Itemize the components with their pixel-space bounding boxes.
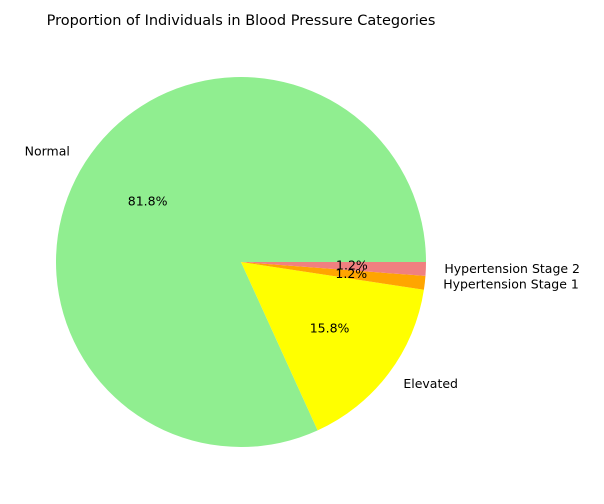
slice-label-elevated: Elevated [403,376,458,391]
slice-label-normal: Normal [25,143,70,158]
pie-labels: Normal 81.8% Elevated 15.8% Hypertension Sta… [25,143,580,391]
pie-slice-elevated [241,262,424,431]
pie-slices [56,77,426,447]
slice-label-hypertension-stage-2: Hypertension Stage 2 [444,261,580,276]
pct-label-elevated: 15.8% [310,320,350,335]
pct-label-normal: 81.8% [128,193,168,208]
pct-label-hypertension-stage-1: 1.2% [335,266,367,281]
pct-label-hypertension-stage-2: 1.2% [336,258,368,273]
slice-label-hypertension-stage-1: Hypertension Stage 1 [443,276,579,291]
pie-slice-hypertension-stage-1 [241,262,426,290]
chart-title: Proportion of Individuals in Blood Press… [47,13,436,29]
pie-slice-hypertension-stage-2 [241,262,426,276]
